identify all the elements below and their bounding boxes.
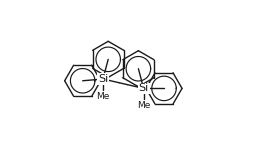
Text: Si: Si	[138, 83, 149, 93]
Text: Si: Si	[98, 74, 108, 84]
Text: Me: Me	[137, 101, 150, 110]
Text: Me: Me	[96, 92, 110, 101]
